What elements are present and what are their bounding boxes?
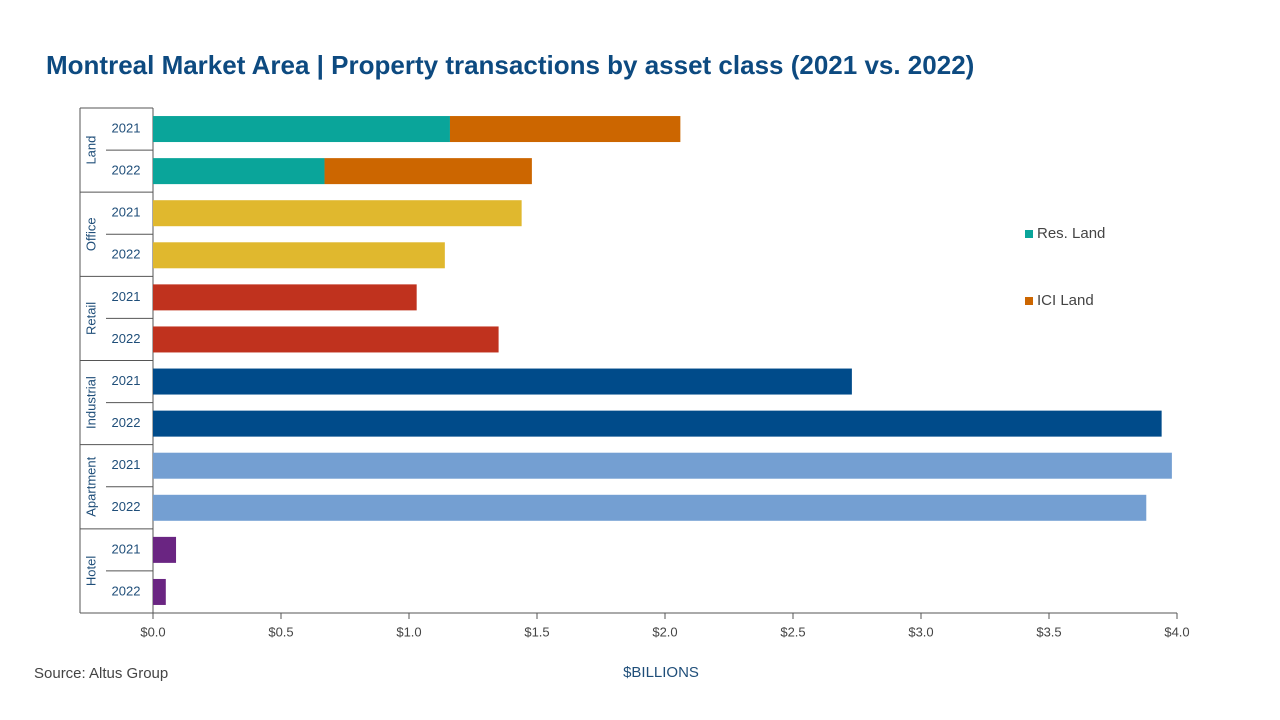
group-label: Land xyxy=(83,136,98,165)
x-tick-label: $2.5 xyxy=(780,624,805,639)
bar-segment xyxy=(153,158,325,185)
y-tick-label: 2022 xyxy=(112,163,141,178)
x-tick-label: $1.5 xyxy=(524,624,549,639)
bar xyxy=(153,452,1172,479)
x-axis-title: $BILLIONS xyxy=(623,664,699,681)
legend-swatch xyxy=(1025,230,1033,238)
legend-swatch xyxy=(1025,297,1033,305)
group-label: Industrial xyxy=(83,376,98,429)
legend-label: Res. Land xyxy=(1037,225,1105,242)
y-tick-label: 2021 xyxy=(112,373,141,388)
bar-segment xyxy=(449,116,681,143)
bar xyxy=(153,578,166,605)
source-note: Source: Altus Group xyxy=(34,665,168,682)
y-tick-label: 2021 xyxy=(112,457,141,472)
y-tick-label: 2021 xyxy=(112,289,141,304)
bar xyxy=(153,326,499,353)
y-tick-label: 2021 xyxy=(112,541,141,556)
x-tick-label: $3.0 xyxy=(908,624,933,639)
chart-title: Montreal Market Area | Property transact… xyxy=(46,50,974,80)
x-tick-label: $2.0 xyxy=(652,624,677,639)
bar xyxy=(153,368,852,395)
bar xyxy=(153,242,445,269)
y-tick-label: 2022 xyxy=(112,247,141,262)
x-tick-label: $3.5 xyxy=(1036,624,1061,639)
y-tick-label: 2022 xyxy=(112,583,141,598)
y-tick-label: 2021 xyxy=(112,120,141,135)
bar xyxy=(153,284,417,311)
bar-segment xyxy=(324,158,532,185)
y-tick-label: 2022 xyxy=(112,499,141,514)
bar xyxy=(153,200,522,227)
legend-label: ICI Land xyxy=(1037,292,1094,309)
group-label: Hotel xyxy=(83,556,98,586)
bar xyxy=(153,410,1162,437)
y-tick-label: 2022 xyxy=(112,331,141,346)
group-label: Apartment xyxy=(83,456,98,516)
bar-segment xyxy=(153,116,450,143)
group-label: Retail xyxy=(83,302,98,335)
bar xyxy=(153,494,1147,521)
bar xyxy=(153,536,177,563)
y-tick-label: 2021 xyxy=(112,205,141,220)
x-tick-label: $0.5 xyxy=(268,624,293,639)
y-tick-label: 2022 xyxy=(112,415,141,430)
x-tick-label: $4.0 xyxy=(1164,624,1189,639)
x-tick-label: $1.0 xyxy=(396,624,421,639)
x-tick-label: $0.0 xyxy=(140,624,165,639)
group-label: Office xyxy=(83,217,98,251)
